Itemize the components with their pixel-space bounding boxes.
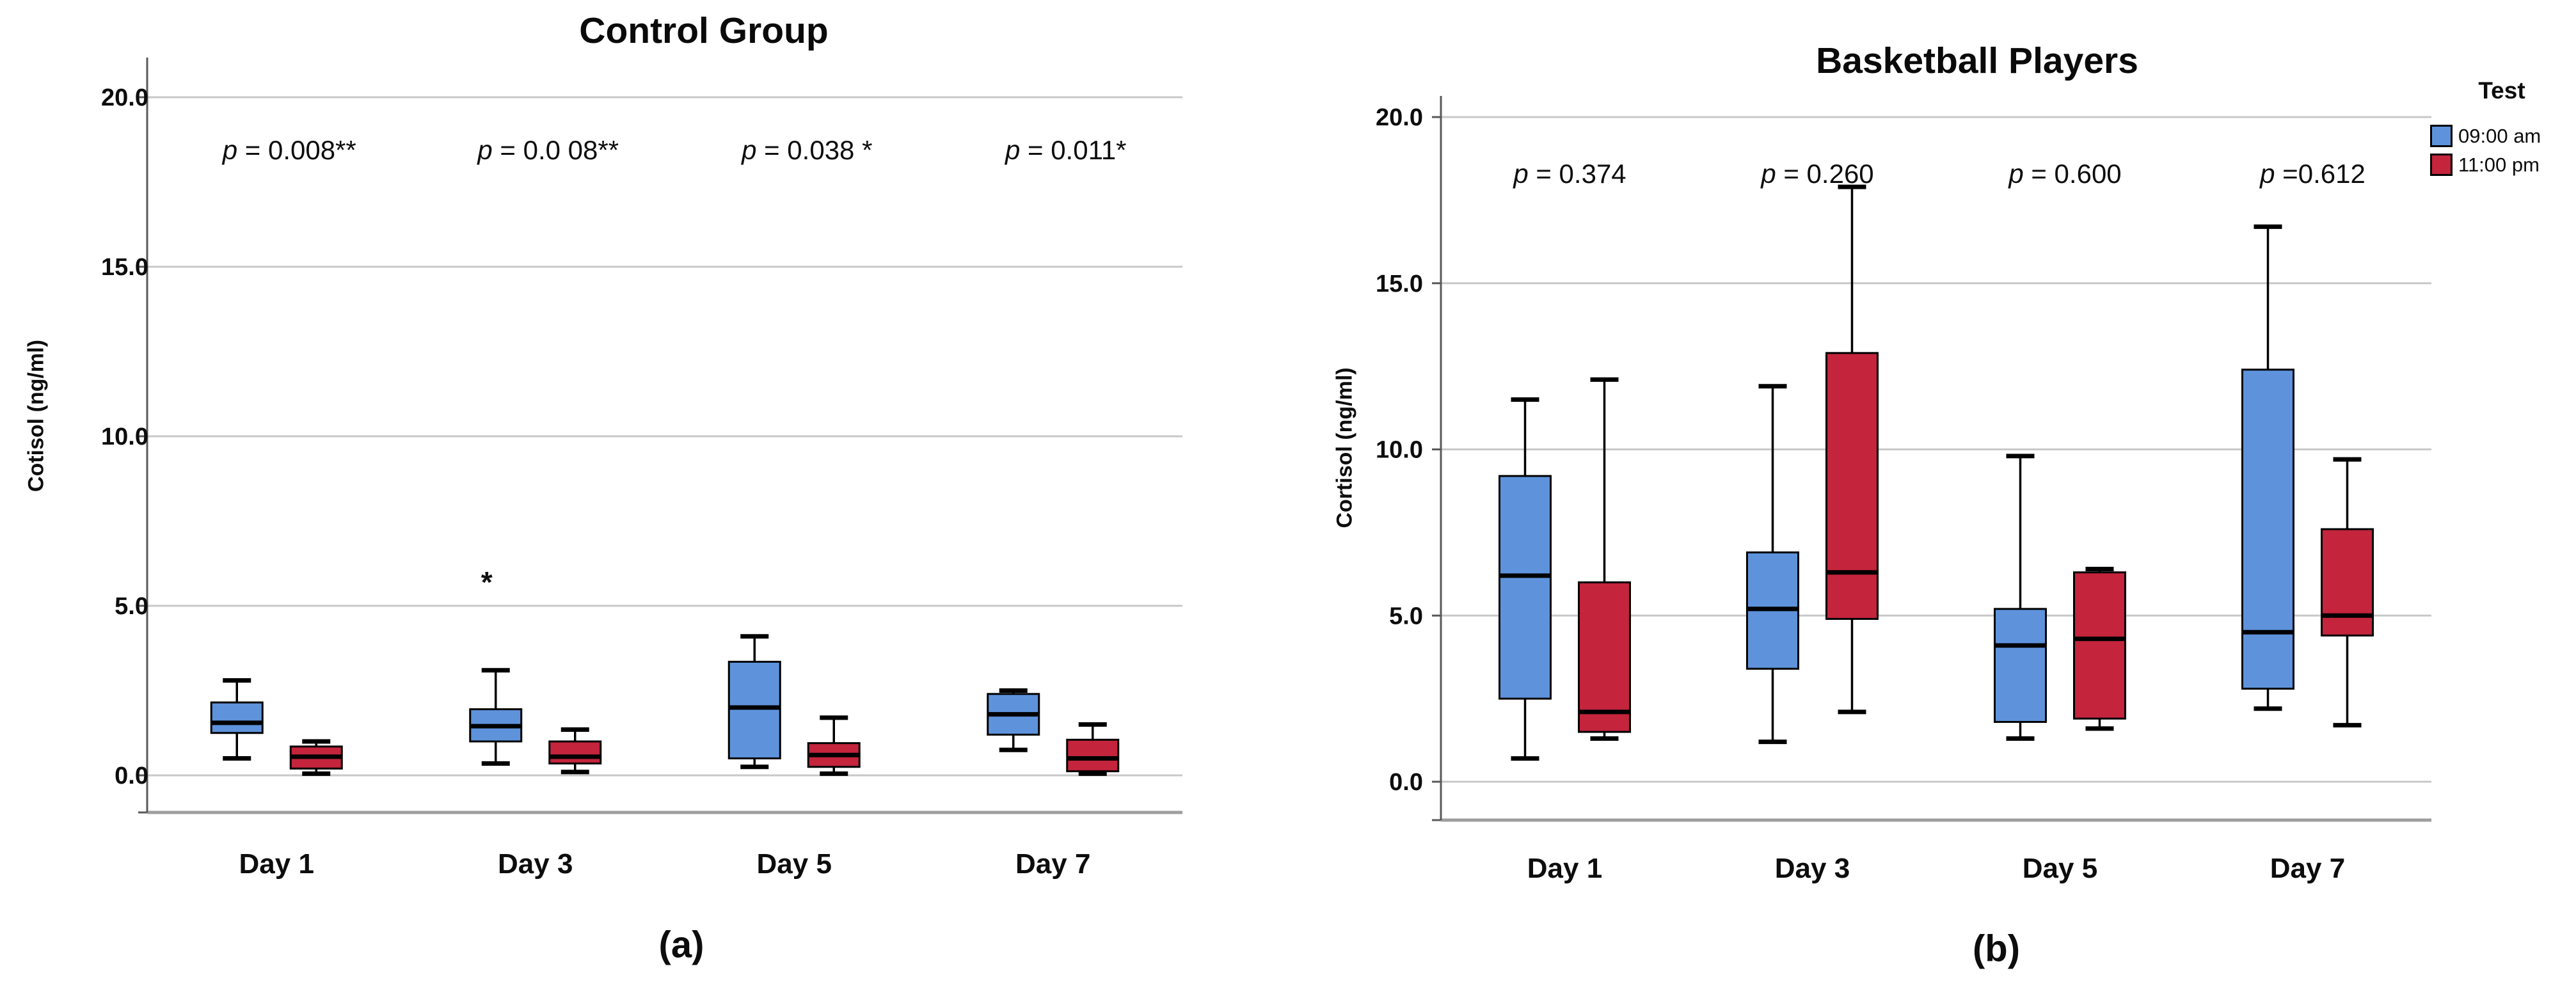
legend-title: Test	[2478, 77, 2525, 104]
legend-label-1100pm: 11:00 pm	[2458, 153, 2540, 176]
legend-item-0900am: 09:00 am	[2430, 122, 2541, 150]
y-tick-label: 5.0	[1389, 603, 1423, 629]
x-category-label: Day 5	[2023, 853, 2097, 884]
chart-a-y-axis-title: Cotisol (ng/ml)	[24, 340, 49, 492]
chart-b-caption: (b)	[1972, 928, 2021, 970]
chart-b-y-axis-title: Cortisol (ng/ml)	[1332, 367, 1357, 528]
p-value-label: p = 0.008**	[221, 135, 356, 165]
box	[2073, 571, 2126, 720]
box	[1578, 581, 1631, 733]
x-category-label: Day 5	[757, 848, 832, 880]
p-value-label: p =0.612	[2259, 159, 2365, 189]
y-tick-label: 10.0	[1376, 437, 1423, 464]
chart-panel-b: 0.0 5.0 10.0 15.0 20.0 Day 1 p = 0.374 Day 3 p =…	[1376, 96, 2431, 884]
x-category-label: Day 7	[1015, 848, 1090, 880]
y-tick-label: 15.0	[1376, 271, 1423, 297]
box	[210, 701, 264, 734]
y-tick-label: 20.0	[1376, 104, 1423, 131]
y-tick-label: 10.0	[101, 423, 148, 450]
chart-a-title: Control Group	[579, 10, 829, 51]
outlier-star: *	[481, 566, 493, 599]
chart-a-caption: (a)	[658, 924, 704, 966]
legend-swatch-red	[2430, 154, 2453, 176]
box	[1994, 608, 2047, 723]
legend-label-0900am: 09:00 am	[2458, 124, 2541, 147]
box	[1066, 738, 1120, 773]
p-value-label: p = 0.374	[1512, 159, 1626, 189]
chart-b-title: Basketball Players	[1816, 40, 2138, 81]
legend-swatch-blue	[2430, 125, 2453, 147]
p-value-label: p = 0.0 08**	[476, 135, 619, 165]
legend-item-1100pm: 11:00 pm	[2430, 150, 2541, 179]
box	[1499, 475, 1552, 700]
chart-panel-a: 0.0 5.0 10.0 15.0 20.0 Day 1 p = 0.008** Day 3 p…	[101, 58, 1182, 880]
y-tick-label: 20.0	[101, 84, 148, 111]
p-value-label: p = 0.038 *	[740, 135, 872, 165]
x-category-label: Day 3	[498, 848, 573, 880]
y-tick-label: 0.0	[115, 763, 148, 789]
box	[548, 740, 602, 764]
legend-items: 09:00 am 11:00 pm	[2430, 122, 2541, 179]
box	[2321, 528, 2374, 637]
x-category-label: Day 3	[1775, 853, 1850, 884]
x-category-label: Day 7	[2270, 853, 2345, 884]
x-category-label: Day 1	[239, 848, 314, 880]
box	[1825, 352, 1879, 620]
p-value-label: p = 0.600	[2007, 159, 2121, 189]
box	[2241, 368, 2294, 690]
x-category-label: Day 1	[1527, 853, 1602, 884]
y-tick-label: 0.0	[1389, 769, 1423, 796]
y-tick-label: 15.0	[101, 254, 148, 281]
y-tick-label: 5.0	[115, 593, 148, 620]
p-value-label: p = 0.260	[1760, 159, 1873, 189]
box	[727, 660, 781, 759]
p-value-label: p = 0.011*	[1004, 135, 1127, 165]
